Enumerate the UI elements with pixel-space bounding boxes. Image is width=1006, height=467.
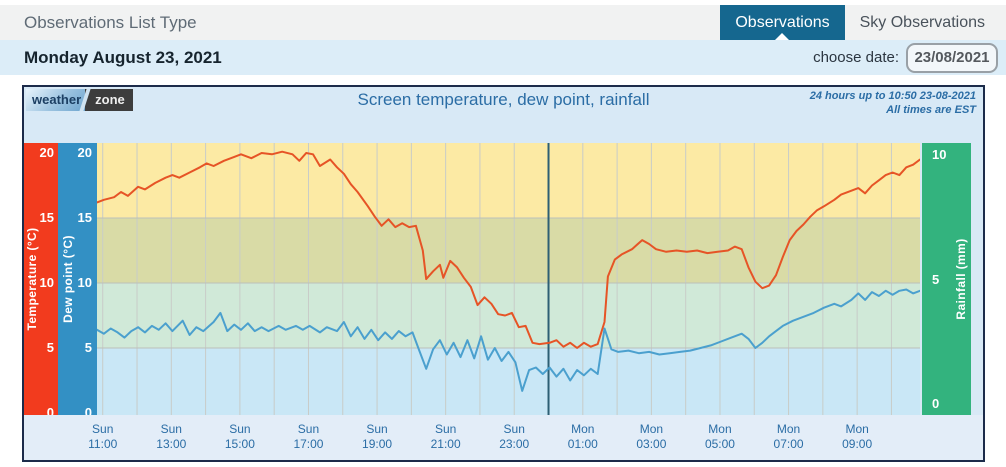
axis-tick: 5 <box>46 340 54 355</box>
observation-tabs: Observations Sky Observations <box>720 5 1000 40</box>
x-axis-label: Mon 05:00 <box>704 422 735 451</box>
tab-observations[interactable]: Observations <box>720 5 845 40</box>
x-axis-label: Sun 17:00 <box>293 422 324 451</box>
temperature-axis-label: Temperature (°C) <box>25 227 39 331</box>
x-axis-label: Sun 15:00 <box>224 422 255 451</box>
chart-info-period: 24 hours up to 10:50 23-08-2021 <box>809 90 976 102</box>
x-axis-label: Mon 03:00 <box>636 422 667 451</box>
x-axis-label: Mon 07:00 <box>773 422 804 451</box>
chart-plot-area <box>97 143 920 415</box>
x-axis-label: Sun 19:00 <box>362 422 393 451</box>
logo-weather-text: weather <box>26 89 86 111</box>
x-axis-label: Sun 11:00 <box>88 422 118 451</box>
date-heading: Monday August 23, 2021 <box>24 48 222 67</box>
logo-zone-text: zone <box>85 89 133 111</box>
axis-tick: 15 <box>77 210 92 225</box>
chart-plot-svg <box>97 143 920 415</box>
x-axis-label: Mon 01:00 <box>567 422 598 451</box>
axis-tick: 0 <box>932 396 940 411</box>
tab-sky-observations[interactable]: Sky Observations <box>859 13 985 31</box>
axis-tick: 10 <box>932 147 947 162</box>
axis-tick: 10 <box>77 275 92 290</box>
dew-point-axis: Dew point (°C) 20 15 10 5 0 <box>58 143 97 420</box>
dew-point-axis-label: Dew point (°C) <box>61 235 75 323</box>
axis-tick: 15 <box>39 210 54 225</box>
band <box>97 283 920 348</box>
choose-date-label: choose date: <box>813 49 899 66</box>
chart-info: 24 hours up to 10:50 23-08-2021 All time… <box>810 89 976 118</box>
axis-tick: 0 <box>84 405 92 420</box>
axis-tick: 20 <box>77 145 92 160</box>
x-axis-label: Sun 21:00 <box>430 422 461 451</box>
chart-info-timezone: All times are EST <box>886 104 976 117</box>
list-type-label: Observations List Type <box>24 13 197 32</box>
x-axis-label: Mon 09:00 <box>842 422 873 451</box>
temperature-axis: Temperature (°C) 20 15 10 5 0 <box>24 143 58 420</box>
dew-point-line <box>97 288 920 392</box>
band <box>97 348 920 415</box>
x-axis-labels: Sun 11:00 Sun 13:00 Sun 15:00 Sun 17:00 Sun 19:00… <box>24 415 983 460</box>
x-axis-label: Sun 13:00 <box>156 422 187 451</box>
axis-tick: 0 <box>46 405 54 420</box>
axis-tick: 5 <box>84 340 92 355</box>
rainfall-axis-label: Rainfall (mm) <box>954 238 968 320</box>
band <box>97 143 920 218</box>
x-axis-label: Sun 23:00 <box>499 422 530 451</box>
chart-title: Screen temperature, dew point, rainfall <box>357 90 650 109</box>
rainfall-axis: Rainfall (mm) 10 5 0 <box>922 143 971 415</box>
band <box>97 218 920 283</box>
list-type-bar: Observations List Type Observations Sky … <box>0 5 1006 40</box>
screen-temperature-line <box>97 150 920 349</box>
date-controls: choose date: <box>813 40 998 75</box>
axis-tick: 5 <box>932 271 940 287</box>
date-bar: Monday August 23, 2021 choose date: <box>0 40 1006 75</box>
observations-chart: weather zone Screen temperature, dew poi… <box>22 85 985 462</box>
axis-tick: 20 <box>39 145 54 160</box>
weatherzone-logo: weather zone <box>26 89 133 111</box>
axis-tick: 10 <box>39 275 54 290</box>
date-input[interactable] <box>906 42 998 73</box>
